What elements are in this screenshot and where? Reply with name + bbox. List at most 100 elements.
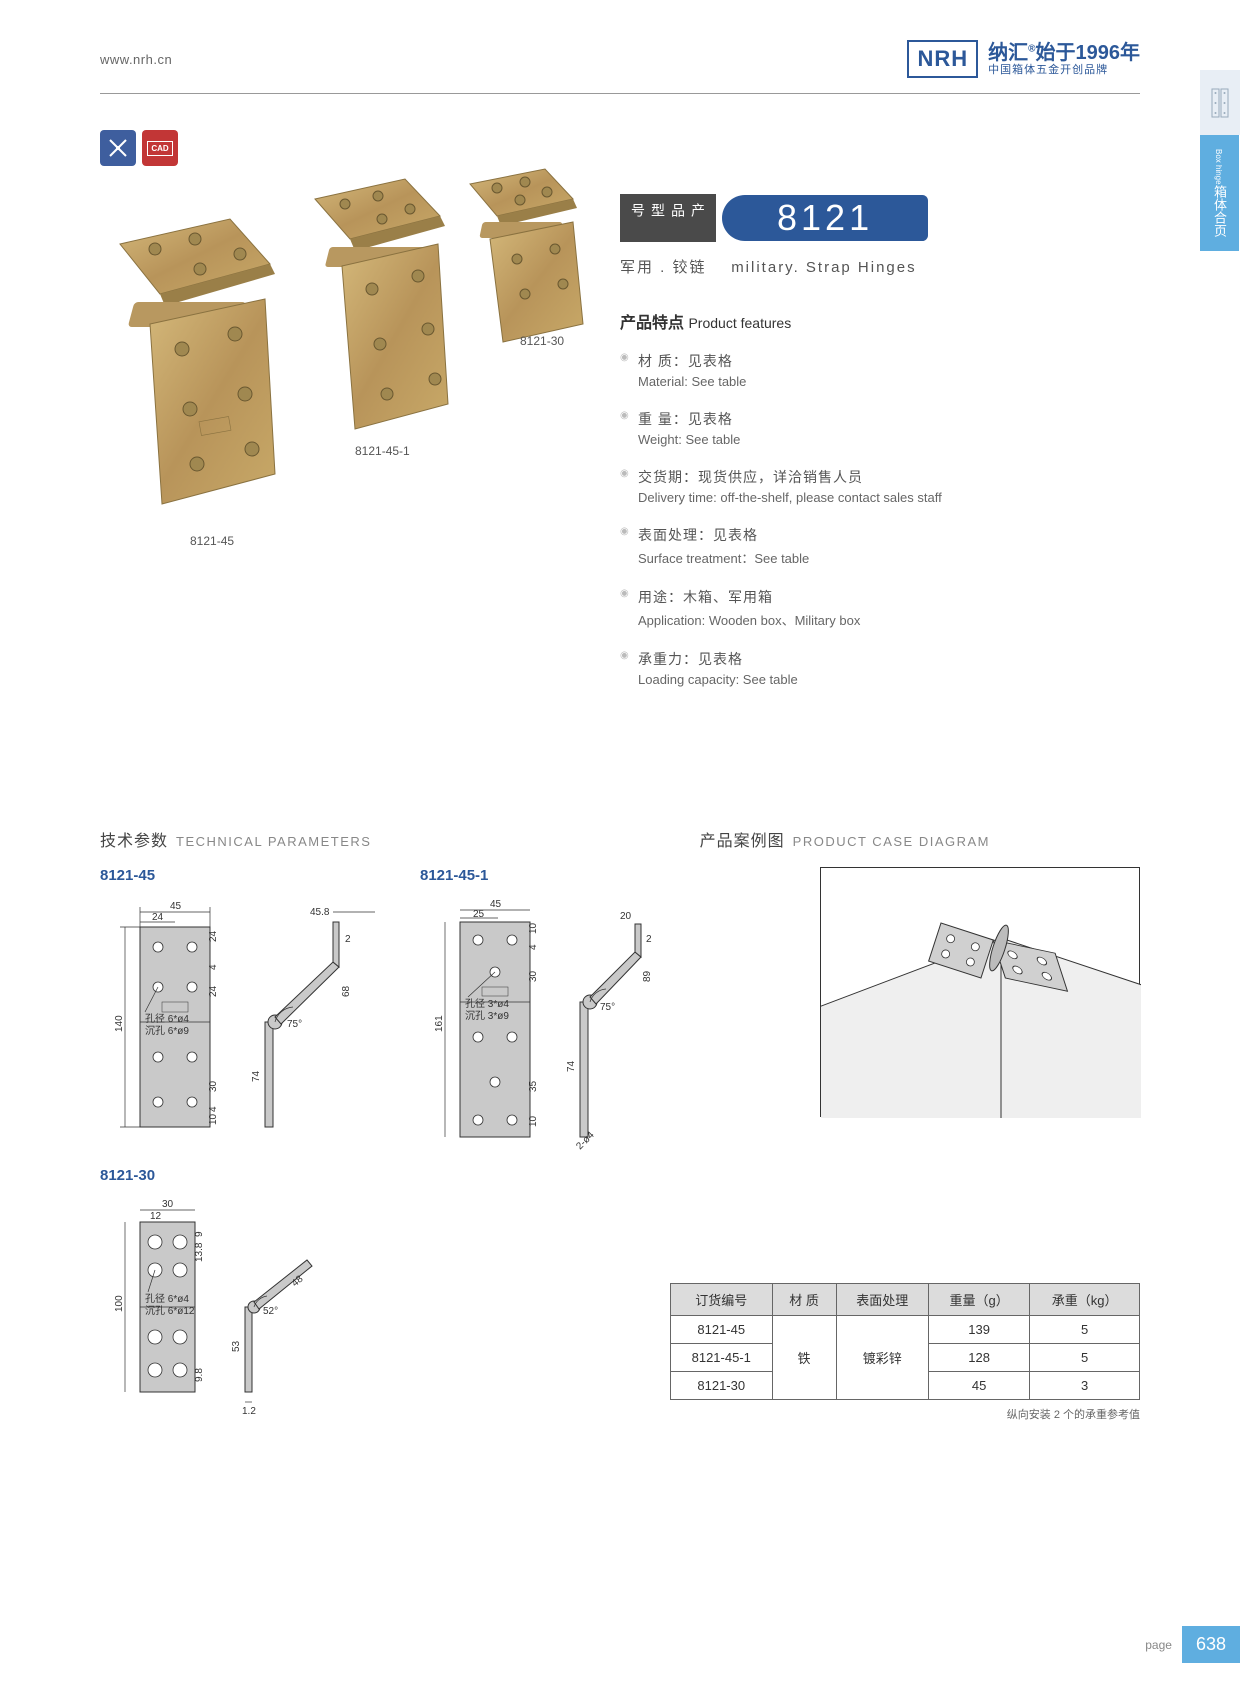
svg-text:1.2: 1.2	[242, 1406, 256, 1417]
svg-text:35: 35	[528, 1080, 539, 1092]
svg-text:4: 4	[528, 944, 539, 950]
drawings-row-1: 8121-45 45 24 24 4 24	[100, 867, 1140, 1157]
svg-text:孔径 6*ø4: 孔径 6*ø4	[145, 1292, 189, 1305]
case-diagram-box	[820, 867, 1140, 1117]
svg-text:24: 24	[208, 985, 219, 997]
feature-en: Application: Wooden box、Military box	[638, 610, 1140, 629]
model-label: 产品型号	[620, 194, 716, 242]
svg-text:89: 89	[642, 970, 653, 982]
product-top-section: 8121-45 8121-45-1 8121-30 产品型号 81	[0, 94, 1240, 707]
feature-cn: 重 量：见表格	[638, 409, 1140, 429]
feature-en: Delivery time: off-the-shelf, please con…	[638, 490, 1140, 505]
tech-params-title: 技术参数TECHNICAL PARAMETERS	[100, 827, 371, 851]
case-diagram-title: 产品案例图PRODUCT CASE DIAGRAM	[700, 827, 990, 851]
svg-text:9: 9	[194, 1231, 205, 1237]
svg-text:75°: 75°	[287, 1019, 302, 1030]
brand-block: NRH 纳汇®始于1996年 中国箱体五金开创品牌	[907, 40, 1140, 78]
spec-table: 订货编号材 质表面处理重量（g）承重（kg） 8121-45铁镀彩锌139581…	[670, 1283, 1140, 1400]
svg-text:孔径 3*ø4: 孔径 3*ø4	[465, 997, 509, 1010]
feature-item: 交货期：现货供应，详洽销售人员 Delivery time: off-the-sh…	[620, 467, 1140, 505]
section-headers: 技术参数TECHNICAL PARAMETERS 产品案例图PRODUCT CA…	[100, 827, 1140, 851]
svg-text:30: 30	[528, 970, 539, 982]
feature-cn: 交货期：现货供应，详洽销售人员	[638, 467, 1140, 487]
svg-text:2: 2	[345, 934, 351, 945]
svg-text:10: 10	[208, 1113, 219, 1125]
photo-label-a: 8121-45	[190, 534, 234, 548]
svg-text:52°: 52°	[263, 1306, 278, 1317]
hinge-category-icon	[1200, 70, 1240, 135]
table-header: 承重（kg）	[1030, 1284, 1140, 1316]
svg-text:13.8: 13.8	[194, 1242, 205, 1262]
brand-tagline: 中国箱体五金开创品牌	[988, 64, 1140, 76]
product-photo-area: 8121-45 8121-45-1 8121-30	[100, 134, 580, 554]
model-number: 8121	[722, 195, 928, 241]
feature-en: Loading capacity: See table	[638, 672, 1140, 687]
page-footer: page 638	[1145, 1626, 1240, 1663]
table-row: 8121-45铁镀彩锌1395	[671, 1316, 1140, 1344]
svg-text:25: 25	[473, 909, 485, 920]
svg-text:45: 45	[170, 901, 182, 912]
feature-item: 表面处理：见表格 Surface treatment：See table	[620, 525, 1140, 567]
brand-cn: 纳汇®始于1996年	[988, 42, 1140, 64]
svg-text:68: 68	[341, 985, 352, 997]
svg-text:24: 24	[152, 912, 164, 923]
feature-item: 承重力：见表格 Loading capacity: See table	[620, 649, 1140, 687]
svg-text:10: 10	[528, 1115, 539, 1127]
feature-en: Weight: See table	[638, 432, 1140, 447]
svg-text:140: 140	[114, 1015, 125, 1032]
table-header: 材 质	[772, 1284, 836, 1316]
svg-text:2-ø4: 2-ø4	[574, 1129, 597, 1152]
feature-cn: 表面处理：见表格	[638, 525, 1140, 545]
svg-text:30: 30	[162, 1199, 174, 1210]
feature-cn: 承重力：见表格	[638, 649, 1140, 669]
svg-text:45: 45	[490, 899, 502, 910]
drawing-svg-8121-30: 30 12 9 13.8 100 9.8 孔径 6*ø4沉孔 6*ø12 48 …	[100, 1192, 360, 1417]
feature-en: Surface treatment：See table	[638, 548, 1140, 567]
svg-text:4: 4	[208, 1106, 219, 1112]
table-note: 纵向安装 2 个的承重参考值	[670, 1406, 1140, 1422]
case-diagram	[820, 867, 1140, 1117]
svg-text:45.8: 45.8	[310, 907, 330, 918]
svg-text:100: 100	[114, 1295, 125, 1312]
svg-text:10: 10	[528, 922, 539, 934]
svg-text:4: 4	[208, 964, 219, 970]
svg-text:12: 12	[150, 1211, 162, 1222]
svg-text:53: 53	[231, 1340, 242, 1352]
svg-text:30: 30	[208, 1080, 219, 1092]
page-number: 638	[1182, 1626, 1240, 1663]
drawing-label: 8121-45-1	[420, 867, 690, 884]
svg-text:24: 24	[208, 930, 219, 942]
page-header: www.nrh.cn NRH 纳汇®始于1996年 中国箱体五金开创品牌	[0, 0, 1240, 88]
logo-text: NRH	[907, 40, 978, 78]
drawing-8121-45-1: 8121-45-1 45 25 10 4 30 161 35 10 孔径 3*ø…	[420, 867, 690, 1157]
svg-text:20: 20	[620, 911, 632, 922]
drawing-svg-8121-45-1: 45 25 10 4 30 161 35 10 孔径 3*ø4沉孔 3*ø9 2…	[420, 892, 690, 1152]
hinge-photo-8121-30	[455, 164, 605, 344]
model-row: 产品型号 8121	[620, 194, 1140, 242]
drawings-row-2: 8121-30 30 12 9 13.8 100 9.8 孔径 6*ø4沉孔 6…	[100, 1167, 1140, 1422]
svg-text:161: 161	[434, 1015, 445, 1032]
features-list: 材 质：见表格 Material: See table 重 量：见表格 Weight:…	[620, 351, 1140, 687]
side-category-tab: Box hinge箱体合页	[1200, 70, 1240, 251]
feature-item: 用途：木箱、军用箱 Application: Wooden box、Militar…	[620, 587, 1140, 629]
product-info-panel: 产品型号 8121 军用 . 铰链 military. Strap Hinges…	[620, 134, 1140, 707]
hinge-photo-8121-45	[100, 214, 330, 524]
drawing-8121-45: 8121-45 45 24 24 4 24	[100, 867, 380, 1157]
features-title: 产品特点 Product features	[620, 309, 1140, 333]
photo-label-b: 8121-45-1	[355, 444, 410, 458]
page-label: page	[1145, 1638, 1172, 1652]
feature-en: Material: See table	[638, 374, 1140, 389]
website-url: www.nrh.cn	[100, 52, 172, 67]
svg-text:74: 74	[566, 1060, 577, 1072]
drawing-label: 8121-45	[100, 867, 380, 884]
svg-text:沉孔 3*ø9: 沉孔 3*ø9	[465, 1009, 509, 1022]
photo-label-c: 8121-30	[520, 334, 564, 348]
svg-text:75°: 75°	[600, 1002, 615, 1013]
feature-cn: 用途：木箱、军用箱	[638, 587, 1140, 607]
feature-item: 重 量：见表格 Weight: See table	[620, 409, 1140, 447]
svg-text:9.8: 9.8	[194, 1368, 205, 1382]
svg-text:2: 2	[646, 934, 652, 945]
product-subtitle: 军用 . 铰链 military. Strap Hinges	[620, 256, 1140, 277]
table-header: 订货编号	[671, 1284, 773, 1316]
feature-cn: 材 质：见表格	[638, 351, 1140, 371]
